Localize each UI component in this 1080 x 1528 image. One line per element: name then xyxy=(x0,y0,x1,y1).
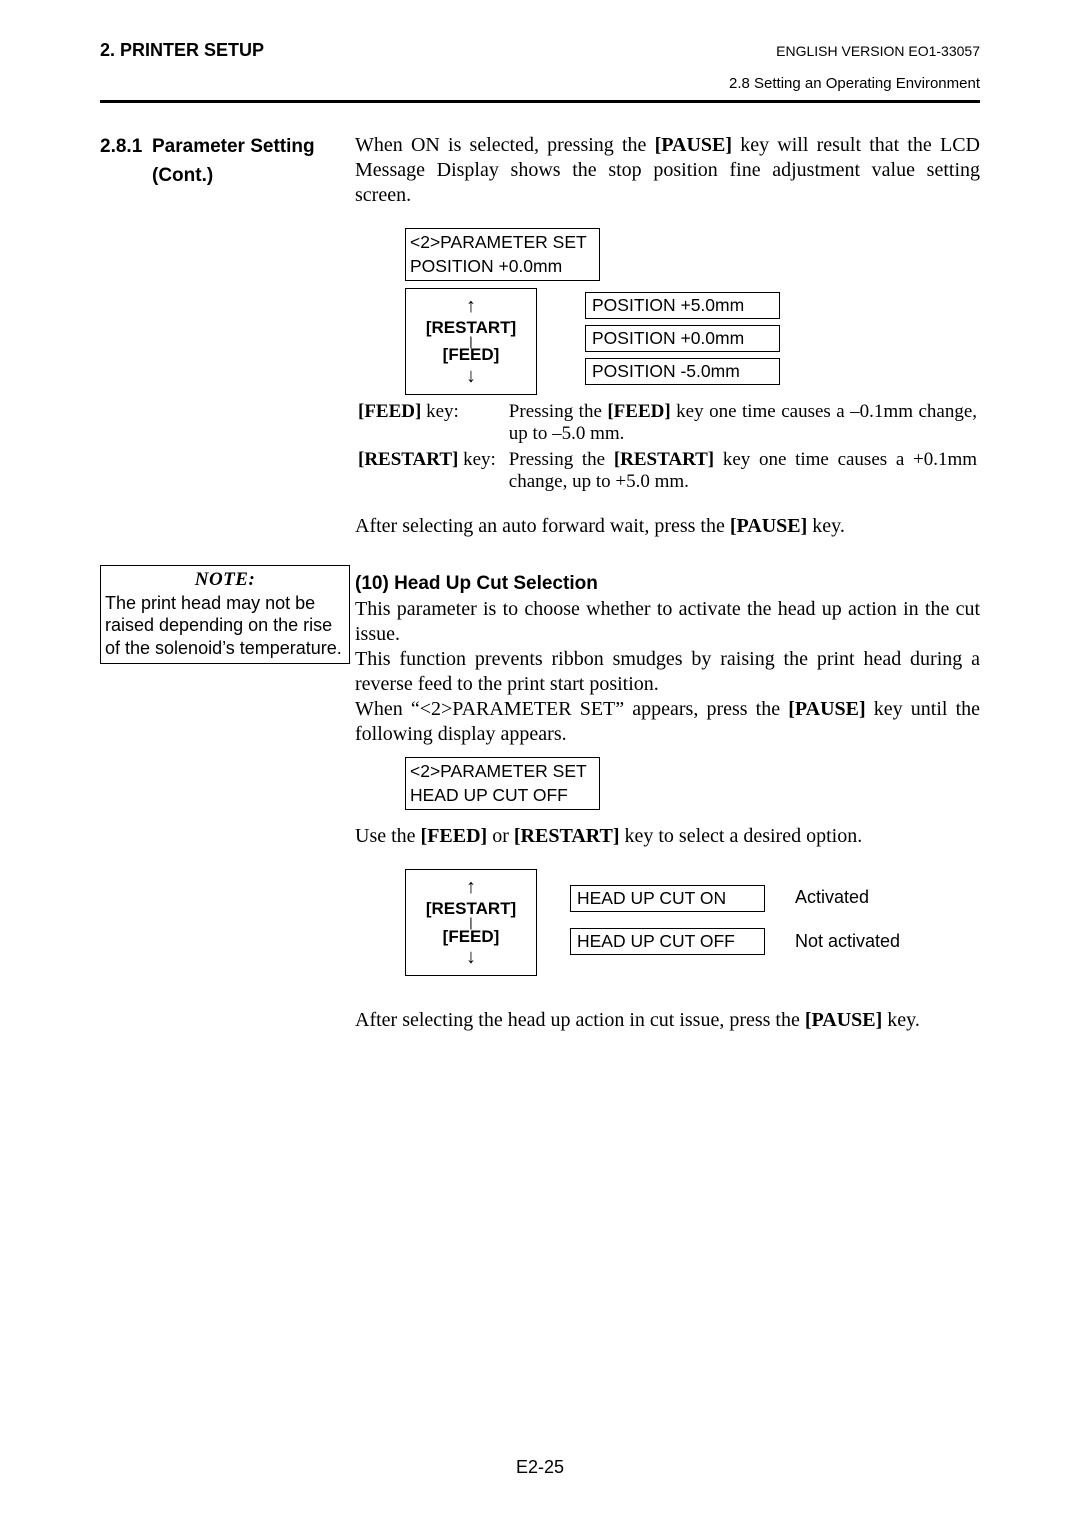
after-select-2: After selecting the head up action in cu… xyxy=(355,1008,980,1033)
after-select-1: After selecting an auto forward wait, pr… xyxy=(355,514,980,539)
header-rule xyxy=(100,100,980,103)
head-up-cut-off-row: HEAD UP CUT OFF xyxy=(570,928,765,955)
para-10a: This parameter is to choose whether to a… xyxy=(355,597,980,647)
section-title: Parameter Setting xyxy=(152,136,315,157)
position-row-plus5: POSITION +5.0mm xyxy=(585,292,780,319)
head-up-cut-on-row: HEAD UP CUT ON xyxy=(570,885,765,912)
para-10b: This function prevents ribbon smudges by… xyxy=(355,647,980,697)
section-number: 2.8.1 xyxy=(100,133,152,162)
para-10c: When “<2>PARAMETER SET” appears, press t… xyxy=(355,697,980,747)
note-body: The print head may not be raised dependi… xyxy=(105,592,345,660)
section-10-heading: (10) Head Up Cut Selection xyxy=(355,573,980,595)
section-continued: (Cont.) xyxy=(152,165,213,186)
nav-keys-box: [RESTART] | [FEED] xyxy=(405,288,537,395)
intro-para: When ON is selected, pressing the [PAUSE… xyxy=(355,133,980,208)
note-box: NOTE: The print head may not be raised d… xyxy=(100,565,350,664)
key-description-table: [FEED] key: Pressing the [FEED] key one … xyxy=(355,398,980,496)
page-header: 2. PRINTER SETUP ENGLISH VERSION EO1-330… xyxy=(100,40,980,103)
note-title: NOTE: xyxy=(105,568,345,592)
position-row-minus5: POSITION -5.0mm xyxy=(585,358,780,385)
use-keys-line: Use the [FEED] or [RESTART] key to selec… xyxy=(355,824,980,849)
label-activated: Activated xyxy=(795,887,869,908)
lcd-head-up-cut: <2>PARAMETER SET HEAD UP CUT OFF xyxy=(405,757,600,810)
main-content: When ON is selected, pressing the [PAUSE… xyxy=(355,133,980,1033)
page-number: E2-25 xyxy=(0,1457,1080,1478)
lcd-parameter-set: <2>PARAMETER SET POSITION +0.0mm xyxy=(405,228,600,281)
header-right: ENGLISH VERSION EO1-33057 xyxy=(776,43,980,59)
label-not-activated: Not activated xyxy=(795,931,900,952)
section-number-title: 2.8.1Parameter Setting (Cont.) xyxy=(100,133,335,190)
position-row-zero: POSITION +0.0mm xyxy=(585,325,780,352)
header-sub: 2.8 Setting an Operating Environment xyxy=(100,75,980,92)
nav-keys-box-2: [RESTART] | [FEED] xyxy=(405,869,537,976)
header-left: 2. PRINTER SETUP xyxy=(100,40,264,61)
